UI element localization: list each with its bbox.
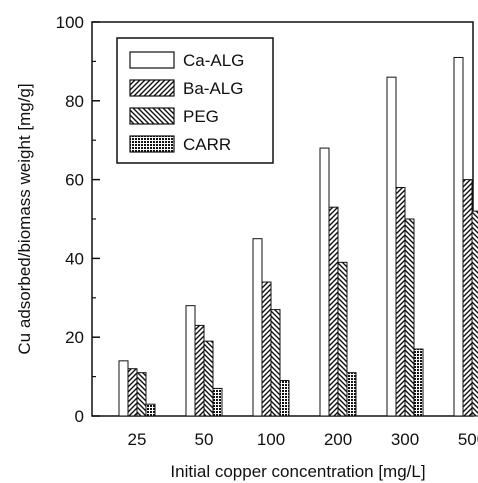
bar-ba-alg-200 [328,206,339,417]
bar-peg-50 [203,340,214,417]
x-tick-label: 300 [391,430,419,449]
legend: Ca-ALG Ba-ALG PEG CARR [116,37,274,164]
legend-label-ca-alg: Ca-ALG [183,51,244,70]
legend-swatch-carr [129,135,175,153]
x-axis: 25 50 100 200 300 500 [128,430,478,449]
bar-carr-200 [346,372,357,417]
legend-label-carr: CARR [183,135,231,154]
y-tick-label: 100 [56,13,84,32]
y-tick-label: 80 [65,92,84,111]
bar-ca-alg-200 [319,147,330,417]
bar-peg-100 [270,309,281,417]
y-axis-title: Cu adsorbed/biomass weight [mg/g] [15,83,34,354]
y-tick-label: 40 [65,249,84,268]
bar-carr-50 [212,387,223,417]
bar-ca-alg-100 [252,238,263,417]
bar-peg-25 [136,372,147,417]
legend-swatch-peg [129,107,175,125]
bar-ca-alg-25 [118,360,129,417]
bar-ba-alg-50 [194,324,205,417]
bar-ca-alg-50 [185,305,196,417]
bar-carr-100 [279,380,290,417]
bar-ba-alg-100 [261,281,272,417]
x-tick-label: 25 [128,430,147,449]
legend-label-ba-alg: Ba-ALG [183,79,243,98]
x-tick-label: 500 [458,430,478,449]
y-tick-label: 0 [75,407,84,426]
legend-label-peg: PEG [183,107,219,126]
bar-ca-alg-500 [453,56,464,417]
bar-ba-alg-25 [127,368,138,417]
bar-carr-300 [413,348,424,417]
bar-peg-500 [471,210,478,417]
bars [118,56,478,417]
x-tick-label: 200 [324,430,352,449]
bar-carr-25 [145,403,156,417]
x-axis-title: Initial copper concentration [mg/L] [170,462,425,481]
legend-swatch-ba-alg [129,79,175,97]
bar-peg-300 [404,218,415,417]
y-axis: 0 20 40 60 80 100 [56,13,100,426]
bar-peg-200 [337,261,348,417]
bar-ba-alg-300 [395,186,406,417]
x-tick-label: 100 [257,430,285,449]
bar-ca-alg-300 [386,76,397,417]
x-tick-label: 50 [195,430,214,449]
legend-swatch-ca-alg [129,51,175,69]
y-tick-label: 20 [65,328,84,347]
y-tick-label: 60 [65,171,84,190]
bar-ba-alg-500 [462,179,473,417]
